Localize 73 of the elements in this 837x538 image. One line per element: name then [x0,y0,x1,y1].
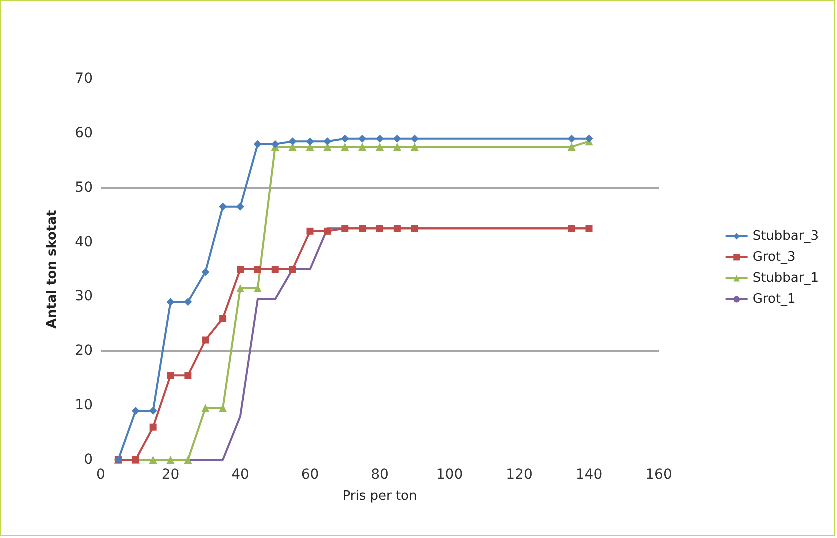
point [254,284,262,293]
y-tick-label: 70 [75,71,93,87]
point [410,143,419,152]
point [202,336,210,344]
y-axis-title: Antal ton skotat [45,210,60,329]
point [359,225,366,232]
point [184,372,192,380]
point [324,228,332,235]
point [410,134,419,143]
x-tick-label: 60 [301,467,320,483]
point [254,140,262,148]
point [341,143,350,152]
point [202,268,210,276]
point [306,138,314,146]
legend-label: Stubbar_3 [752,229,820,244]
point [376,143,384,152]
point [149,407,158,416]
point [568,225,576,232]
point [289,266,296,273]
point [166,298,175,306]
point [342,225,349,232]
point [184,298,192,306]
point [219,202,228,211]
point [411,225,418,232]
point [237,266,244,273]
point [568,143,576,152]
point [568,134,576,143]
point [393,143,402,152]
point [236,284,244,293]
point [220,314,227,322]
point [586,225,593,232]
point [358,134,367,143]
point [150,424,157,431]
point [306,228,314,235]
legend-label: Grot_3 [752,250,796,265]
point [166,456,175,464]
point [254,266,262,273]
x-tick-label: 140 [576,467,603,483]
point [394,225,401,232]
point [376,225,384,232]
point [202,404,210,412]
x-tick-label: 120 [506,467,533,483]
y-tick-label: 60 [75,125,93,142]
point [167,372,174,380]
legend-label: Stubbar_1 [752,271,820,286]
point [358,143,367,152]
point [149,456,158,464]
point [585,134,594,143]
x-axis-title: Pris per ton [342,489,418,504]
point [376,134,384,143]
x-tick-label: 160 [646,467,672,483]
point [184,456,192,464]
x-tick-label: 80 [371,467,389,483]
y-tick-label: 50 [75,180,93,196]
x-tick-label: 40 [232,467,250,483]
x-tick-label: 100 [436,467,464,483]
point [393,134,402,143]
point [341,134,350,143]
point [288,138,297,146]
y-tick-label: 40 [75,234,93,250]
y-tick-label: 30 [75,288,93,305]
point [132,407,140,416]
point [219,404,228,412]
y-tick-label: 10 [75,398,93,414]
x-tick-label: 20 [162,467,180,483]
point [272,266,279,273]
y-tick-label: 20 [75,343,93,360]
point [271,140,280,148]
y-tick-label: 0 [84,452,93,468]
legend-label: Grot_1 [752,292,796,307]
point [324,138,332,146]
x-tick-label: 0 [96,467,106,483]
point [236,202,244,211]
